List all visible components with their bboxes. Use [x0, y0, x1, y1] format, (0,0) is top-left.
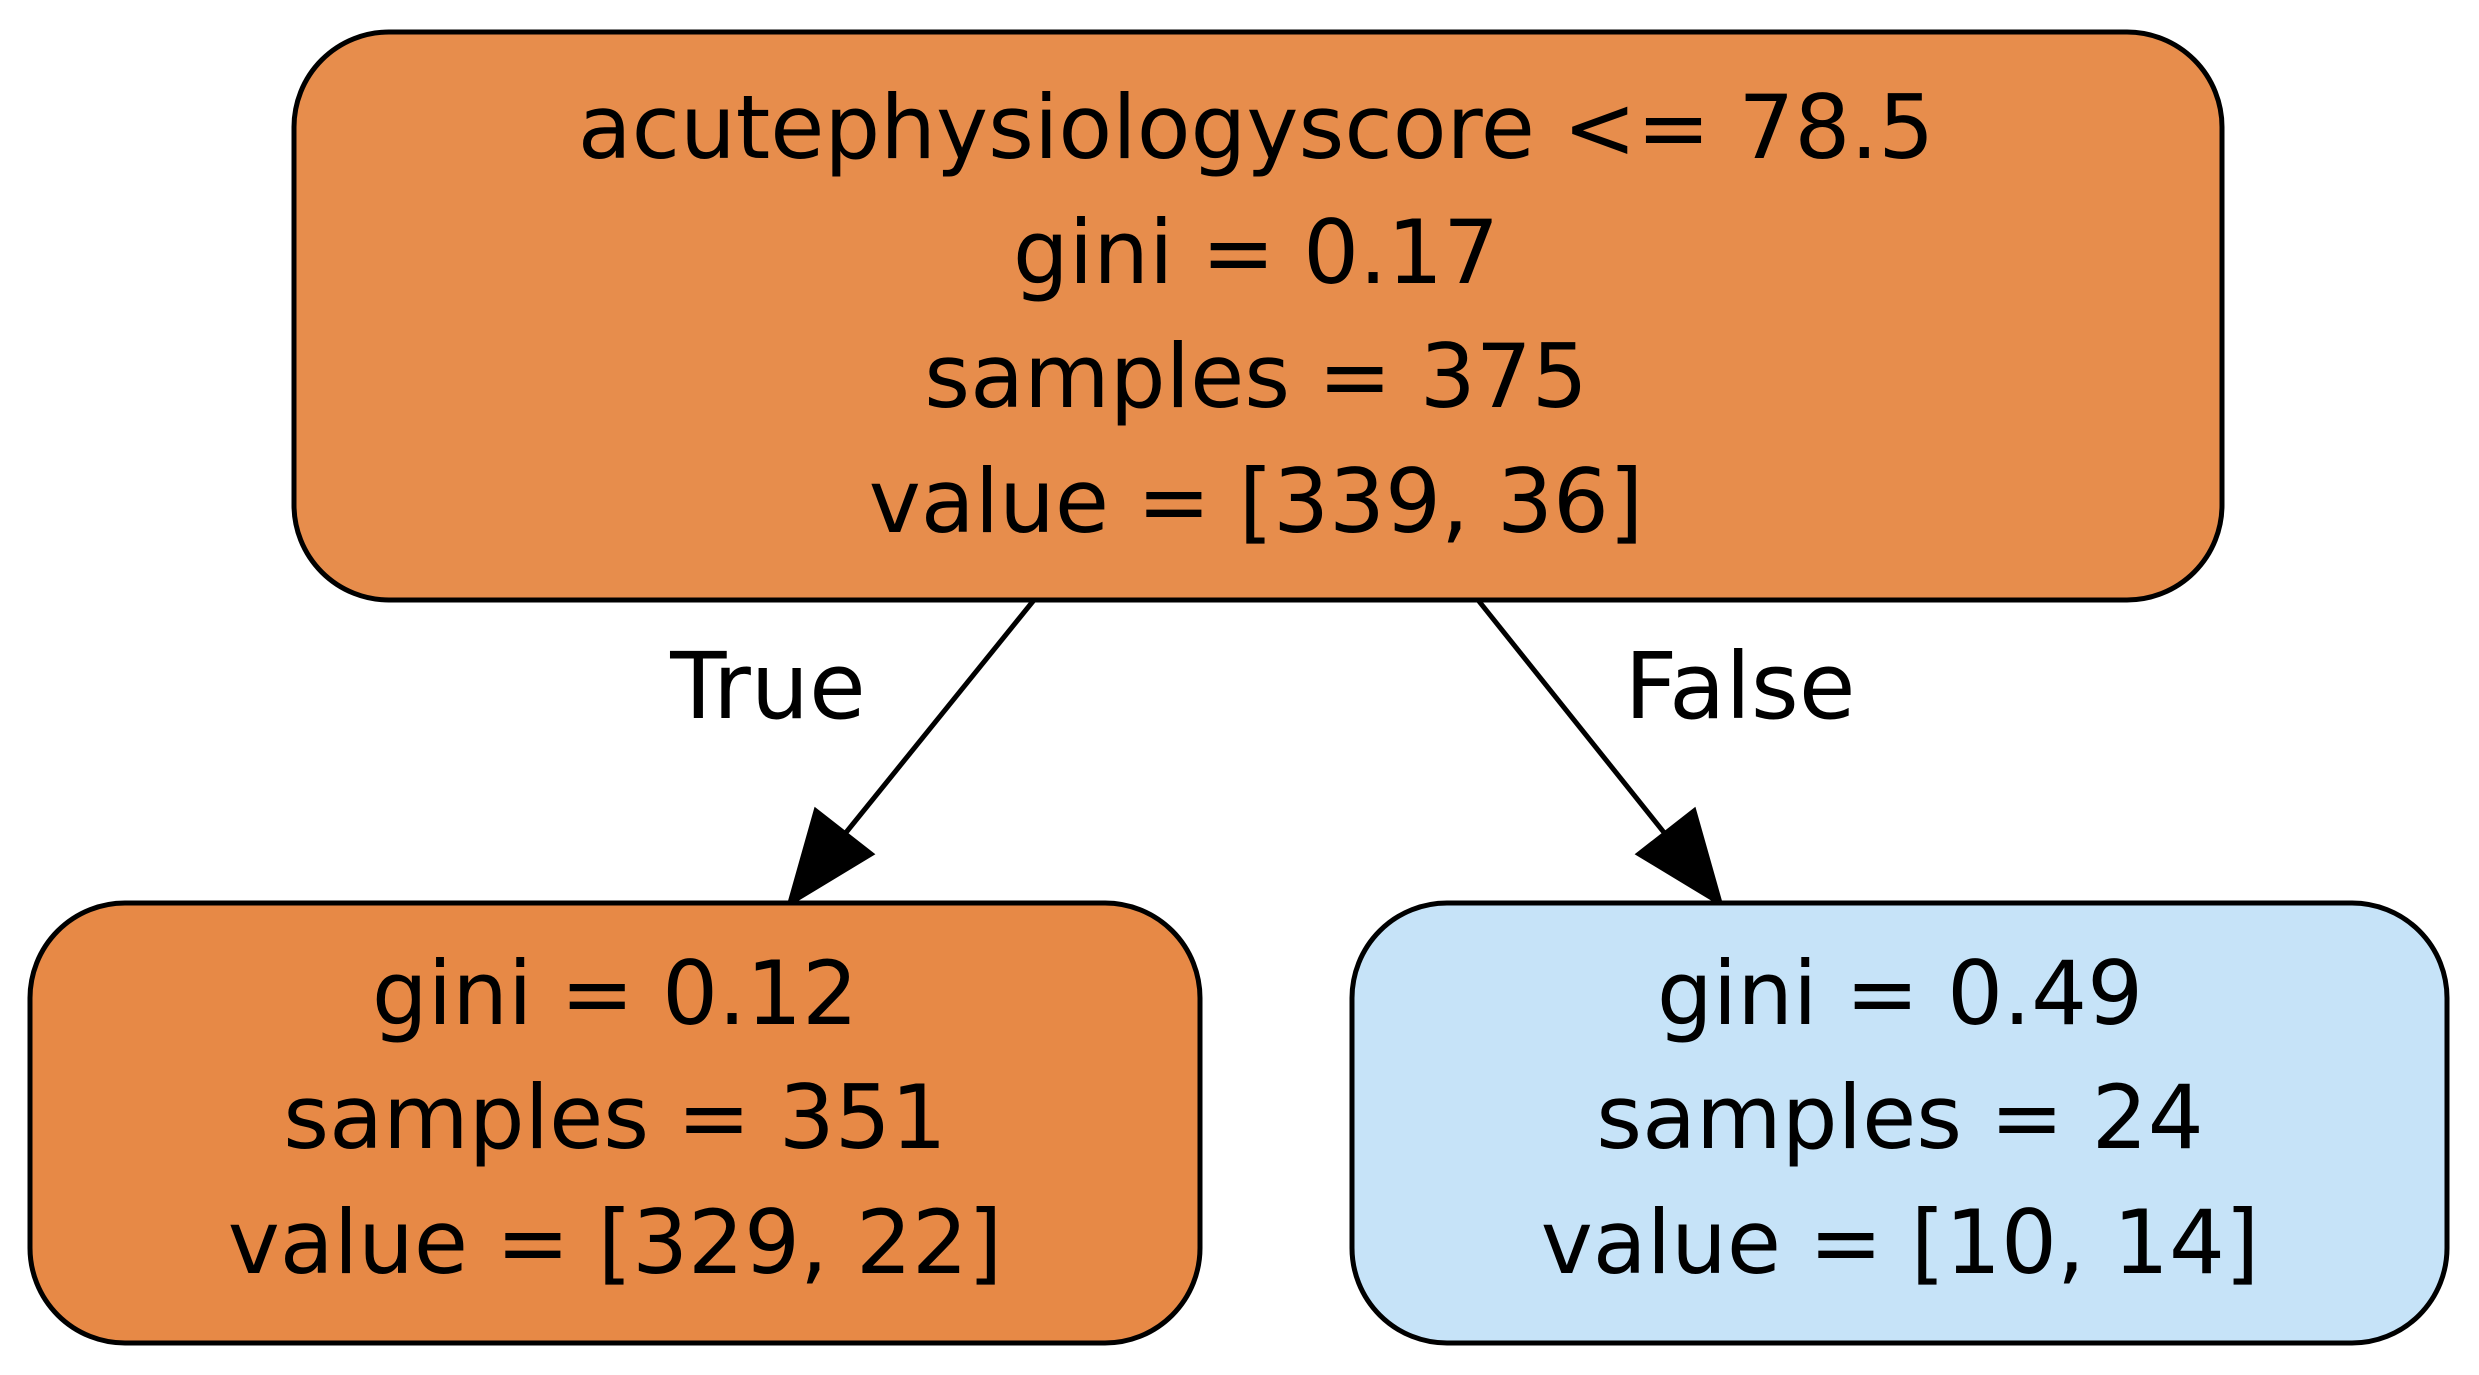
edge-false	[1476, 598, 1725, 909]
left-leaf-node: gini = 0.12 samples = 351 value = [329, …	[27, 900, 1203, 1346]
root-value: value = [339, 36]	[869, 450, 1644, 553]
root-node: acutephysiologyscore <= 78.5 gini = 0.17…	[291, 29, 2225, 603]
edge-false-arrowhead	[1634, 806, 1725, 909]
left-leaf-samples: samples = 351	[283, 1066, 946, 1169]
left-leaf-box	[27, 900, 1203, 1346]
root-samples: samples = 375	[924, 325, 1587, 428]
edge-true-arrowhead	[785, 806, 876, 909]
edge-false-label: False	[1625, 633, 1856, 740]
right-leaf-node: gini = 0.49 samples = 24 value = [10, 14…	[1349, 900, 2450, 1346]
right-leaf-samples: samples = 24	[1596, 1066, 2203, 1169]
right-leaf-box	[1349, 900, 2450, 1346]
root-node-box	[291, 29, 2225, 603]
root-gini: gini = 0.17	[1013, 201, 1499, 304]
root-split-condition: acutephysiologyscore <= 78.5	[578, 76, 1935, 179]
right-leaf-value: value = [10, 14]	[1541, 1191, 2260, 1294]
left-leaf-value: value = [329, 22]	[228, 1191, 1003, 1294]
edge-true-label: True	[669, 633, 865, 740]
edge-true	[785, 598, 1036, 909]
right-leaf-gini: gini = 0.49	[1657, 942, 2143, 1045]
left-leaf-gini: gini = 0.12	[372, 942, 858, 1045]
